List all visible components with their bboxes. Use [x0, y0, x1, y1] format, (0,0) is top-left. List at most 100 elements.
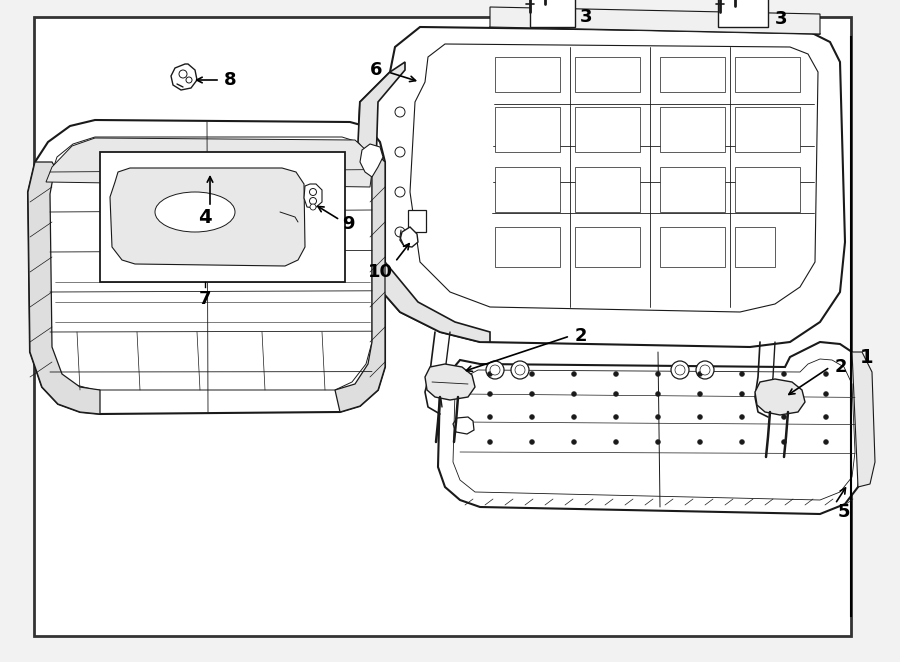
Circle shape [824, 391, 829, 397]
Polygon shape [453, 359, 855, 500]
Bar [735, 167, 800, 212]
Circle shape [488, 440, 492, 444]
Polygon shape [46, 138, 372, 187]
Circle shape [395, 227, 405, 237]
Bar [735, 227, 775, 267]
Bar [495, 167, 560, 212]
Text: 9: 9 [342, 215, 355, 233]
Bar [660, 107, 725, 152]
Bar [575, 167, 640, 212]
Polygon shape [755, 379, 805, 415]
Circle shape [395, 187, 405, 197]
Circle shape [486, 361, 504, 379]
Text: 2: 2 [835, 358, 848, 376]
Polygon shape [410, 44, 818, 312]
Bar [660, 167, 725, 212]
Polygon shape [171, 64, 197, 90]
Bar [408, 210, 426, 232]
Circle shape [310, 204, 316, 210]
Bar [495, 227, 560, 267]
Circle shape [698, 391, 703, 397]
Circle shape [395, 147, 405, 157]
Circle shape [310, 197, 317, 205]
Text: 8: 8 [224, 71, 237, 89]
Circle shape [740, 440, 744, 444]
Polygon shape [852, 352, 875, 487]
Text: 6: 6 [370, 61, 382, 79]
Bar [575, 107, 640, 152]
Text: 3: 3 [580, 8, 592, 26]
Bar [718, 0, 768, 27]
Circle shape [310, 189, 317, 195]
Bar [495, 57, 560, 92]
Polygon shape [28, 162, 100, 414]
Polygon shape [355, 62, 490, 342]
Circle shape [572, 371, 577, 377]
Circle shape [395, 107, 405, 117]
Polygon shape [28, 120, 385, 414]
Bar [575, 57, 640, 92]
Circle shape [515, 365, 525, 375]
Ellipse shape [155, 192, 235, 232]
Polygon shape [304, 184, 322, 208]
Text: 3: 3 [775, 10, 788, 28]
Circle shape [529, 440, 535, 444]
Bar [575, 227, 640, 267]
Circle shape [824, 414, 829, 420]
Polygon shape [490, 7, 820, 34]
Circle shape [698, 414, 703, 420]
Circle shape [698, 371, 703, 377]
Circle shape [186, 77, 192, 83]
Text: 7: 7 [199, 290, 212, 308]
Circle shape [740, 414, 744, 420]
Bar [495, 107, 560, 152]
Circle shape [488, 391, 492, 397]
Circle shape [655, 414, 661, 420]
Circle shape [529, 371, 535, 377]
Circle shape [740, 391, 744, 397]
Circle shape [488, 414, 492, 420]
Text: 10: 10 [368, 263, 393, 281]
Circle shape [655, 371, 661, 377]
Text: 4: 4 [198, 207, 212, 226]
Circle shape [572, 391, 577, 397]
Circle shape [572, 440, 577, 444]
Circle shape [781, 414, 787, 420]
Circle shape [781, 391, 787, 397]
Polygon shape [438, 342, 862, 514]
Circle shape [740, 371, 744, 377]
Circle shape [179, 70, 187, 78]
Circle shape [698, 440, 703, 444]
Circle shape [655, 440, 661, 444]
Circle shape [529, 414, 535, 420]
Circle shape [490, 365, 500, 375]
Bar [660, 57, 725, 92]
Circle shape [614, 440, 618, 444]
Polygon shape [335, 157, 385, 412]
Circle shape [614, 414, 618, 420]
Circle shape [781, 371, 787, 377]
Circle shape [696, 361, 714, 379]
Polygon shape [46, 137, 372, 390]
Polygon shape [110, 168, 305, 266]
Circle shape [572, 414, 577, 420]
Circle shape [655, 391, 661, 397]
Circle shape [614, 391, 618, 397]
Circle shape [700, 365, 710, 375]
Polygon shape [355, 27, 845, 347]
Bar [100, 152, 345, 282]
Circle shape [781, 440, 787, 444]
Circle shape [675, 365, 685, 375]
Bar [660, 227, 725, 267]
Polygon shape [425, 364, 475, 400]
Bar [735, 57, 800, 92]
Bar [735, 107, 800, 152]
Circle shape [529, 391, 535, 397]
Circle shape [511, 361, 529, 379]
Circle shape [614, 371, 618, 377]
Polygon shape [360, 144, 383, 177]
Polygon shape [400, 227, 418, 247]
Text: 1: 1 [860, 348, 874, 367]
Text: 2: 2 [575, 327, 588, 345]
Text: 5: 5 [838, 503, 850, 521]
